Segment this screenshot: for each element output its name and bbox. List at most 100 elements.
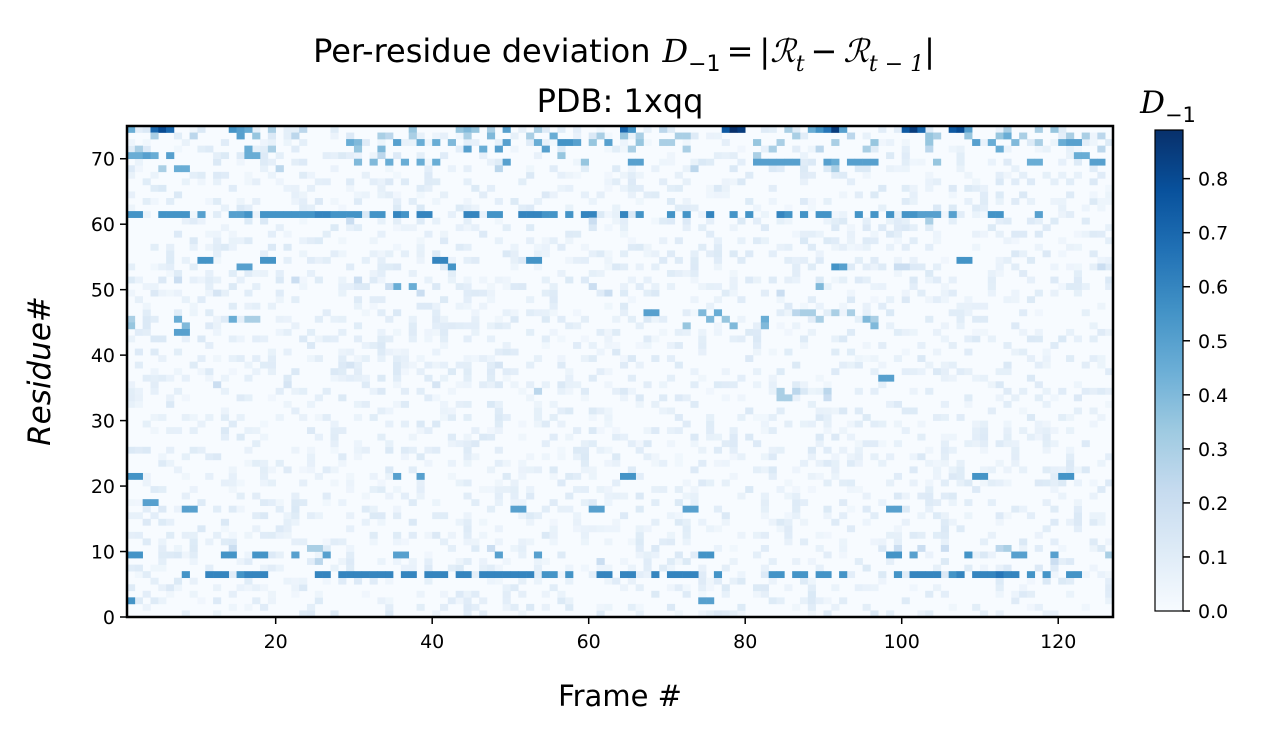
heatmap-bg-cell [713,433,723,441]
heatmap-bg-cell [674,453,683,461]
heatmap-bg-cell [338,283,347,290]
heatmap-bg-cell [393,191,402,199]
heatmap-bg-cell [494,499,503,507]
heatmap-bg-cell [346,472,355,480]
heatmap-cell [228,544,237,552]
heatmap-bg-cell [494,315,503,323]
y-tick-label: 60 [91,214,115,236]
heatmap-bg-cell [424,139,433,146]
heatmap-bg-cell [1003,433,1012,441]
heatmap-bg-cell [502,224,511,232]
heatmap-bg-cell [244,374,253,382]
heatmap-bg-cell [745,328,754,336]
heatmap-bg-cell [635,603,644,611]
heatmap-bg-cell [181,551,190,559]
heatmap-bg-cell [862,302,871,310]
heatmap-bg-cell [440,315,449,323]
heatmap-bg-cell [463,335,472,343]
heatmap-cell [831,139,840,146]
heatmap-bg-cell [1019,505,1028,513]
heatmap-bg-cell [424,165,433,173]
heatmap-cell [134,472,143,480]
heatmap-bg-cell [925,446,934,454]
heatmap-bg-cell [643,427,652,434]
heatmap-bg-cell [987,531,996,539]
heatmap-bg-cell [518,610,527,618]
heatmap-bg-cell [1019,171,1028,179]
heatmap-bg-cell [909,276,918,284]
heatmap-bg-cell [393,374,402,382]
heatmap-bg-cell [181,296,190,304]
heatmap-bg-cell [189,361,198,369]
heatmap-bg-cell [1058,237,1067,245]
heatmap-bg-cell [604,446,613,454]
heatmap-cell [784,126,793,133]
heatmap-bg-cell [760,571,769,579]
heatmap-bg-cell [823,531,832,539]
heatmap-bg-cell [486,335,496,343]
heatmap-bg-cell [471,256,480,264]
heatmap-cell [979,571,989,579]
heatmap-cell [541,571,550,579]
heatmap-bg-cell [1081,139,1090,146]
heatmap-bg-cell [886,243,895,251]
heatmap-bg-cell [831,224,840,232]
heatmap-bg-cell [158,355,167,362]
heatmap-bg-cell [518,433,527,441]
heatmap-cell [666,571,676,579]
heatmap-bg-cell [612,178,621,186]
heatmap-bg-cell [987,381,996,389]
heatmap-bg-cell [972,230,981,238]
heatmap-bg-cell [408,315,417,323]
heatmap-bg-cell [134,400,143,408]
heatmap-bg-cell [846,289,856,297]
heatmap-bg-cell [252,459,261,467]
heatmap-bg-cell [627,374,636,382]
heatmap-bg-cell [1097,486,1106,493]
heatmap-bg-cell [260,472,269,480]
heatmap-bg-cell [549,296,558,304]
heatmap-bg-cell [964,394,973,402]
heatmap-bg-cell [729,440,738,448]
heatmap-bg-cell [690,466,699,474]
heatmap-bg-cell [721,440,730,448]
heatmap-bg-cell [424,394,433,402]
heatmap-bg-cell [784,531,793,539]
heatmap-bg-cell [173,191,183,199]
heatmap-bg-cell [1026,178,1036,186]
heatmap-cell [1081,132,1090,140]
heatmap-bg-cell [940,440,949,448]
heatmap-bg-cell [643,126,652,133]
heatmap-bg-cell [158,584,167,592]
heatmap-bg-cell [620,217,629,225]
heatmap-bg-cell [260,270,269,277]
heatmap-bg-cell [651,499,660,507]
heatmap-cell [408,132,417,140]
heatmap-bg-cell [893,237,903,245]
heatmap-bg-cell [815,544,824,552]
heatmap-bg-cell [361,400,370,408]
heatmap-bg-cell [346,283,355,290]
heatmap-bg-cell [870,368,879,376]
heatmap-bg-cell [760,531,769,539]
heatmap-bg-cell [541,276,550,284]
heatmap-bg-cell [925,296,934,304]
heatmap-bg-cell [815,407,824,415]
heatmap-bg-cell [502,558,511,565]
heatmap-bg-cell [596,525,605,533]
heatmap-cell [815,145,824,153]
heatmap-cell [620,571,629,579]
heatmap-bg-cell [846,433,856,441]
heatmap-bg-cell [768,558,777,565]
heatmap-bg-cell [784,538,793,546]
heatmap-cell [925,211,934,218]
heatmap-bg-cell [432,499,441,507]
heatmap-bg-cell [299,414,308,421]
heatmap-cell [353,276,363,284]
heatmap-cell [972,571,981,579]
heatmap-bg-cell [807,577,816,585]
heatmap-bg-cell [377,597,386,605]
heatmap-bg-cell [260,139,269,146]
heatmap-cell [134,152,143,160]
heatmap-bg-cell [306,171,316,179]
